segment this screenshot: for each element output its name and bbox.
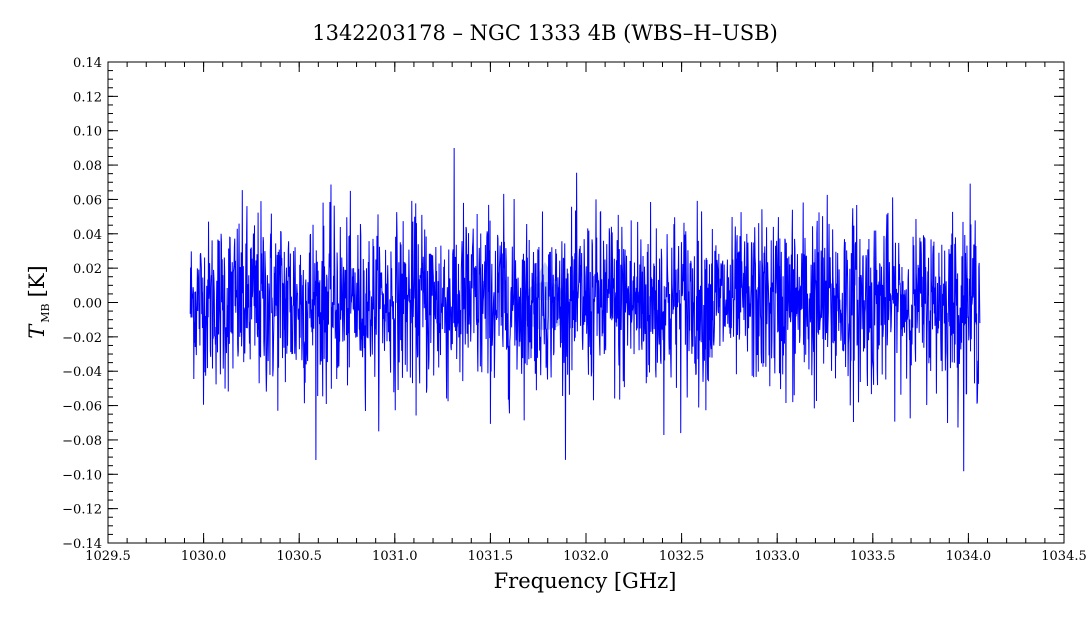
y-tick-label: −0.06 bbox=[62, 400, 102, 415]
y-tick-label: 0.02 bbox=[73, 262, 102, 277]
y-tick-label: −0.12 bbox=[62, 503, 102, 518]
y-axis-label-symbol: T bbox=[25, 323, 49, 339]
x-tick-label: 1032.5 bbox=[659, 549, 705, 564]
x-tick-label: 1029.5 bbox=[85, 549, 131, 564]
x-tick-label: 1031.0 bbox=[372, 549, 418, 564]
y-tick-label: −0.10 bbox=[62, 468, 102, 483]
y-tick-label: −0.14 bbox=[62, 537, 102, 552]
chart-title: 1342203178 – NGC 1333 4B (WBS–H–USB) bbox=[312, 21, 778, 45]
x-tick-label: 1030.5 bbox=[276, 549, 322, 564]
x-tick-label: 1034.5 bbox=[1041, 549, 1087, 564]
x-axis-label: Frequency [GHz] bbox=[494, 569, 677, 593]
x-tick-label: 1032.0 bbox=[563, 549, 609, 564]
x-tick-label: 1030.0 bbox=[181, 549, 227, 564]
x-axis: 1029.5 1030.0 1030.5 1031.0 1031.5 1032.0 1032… bbox=[85, 62, 1087, 564]
y-tick-label: −0.04 bbox=[62, 365, 102, 380]
y-tick-label: 0.12 bbox=[73, 90, 102, 105]
spectrum-line bbox=[189, 148, 981, 472]
x-tick-label: 1031.5 bbox=[468, 549, 514, 564]
series-layer bbox=[189, 148, 981, 472]
x-tick-label: 1033.5 bbox=[850, 549, 896, 564]
x-tick-label: 1033.0 bbox=[754, 549, 800, 564]
y-axis-label-unit: [K] bbox=[25, 265, 49, 297]
y-tick-label: 0.00 bbox=[73, 297, 102, 312]
y-axis-label-subscript: MB bbox=[39, 303, 52, 322]
y-tick-label: −0.02 bbox=[62, 331, 102, 346]
y-tick-label: 0.06 bbox=[73, 193, 102, 208]
x-tick-label: 1034.0 bbox=[946, 549, 992, 564]
y-tick-label: 0.14 bbox=[73, 56, 102, 71]
y-tick-label: 0.10 bbox=[73, 125, 102, 140]
y-tick-label: 0.08 bbox=[73, 159, 102, 174]
y-tick-label: 0.04 bbox=[73, 228, 102, 243]
y-axis: −0.14 −0.12 −0.10 −0.08 −0.06 −0.04 −0.02 0.00 0… bbox=[62, 56, 1064, 552]
y-tick-label: −0.08 bbox=[62, 434, 102, 449]
y-axis-label: TMB [K] bbox=[25, 265, 52, 338]
